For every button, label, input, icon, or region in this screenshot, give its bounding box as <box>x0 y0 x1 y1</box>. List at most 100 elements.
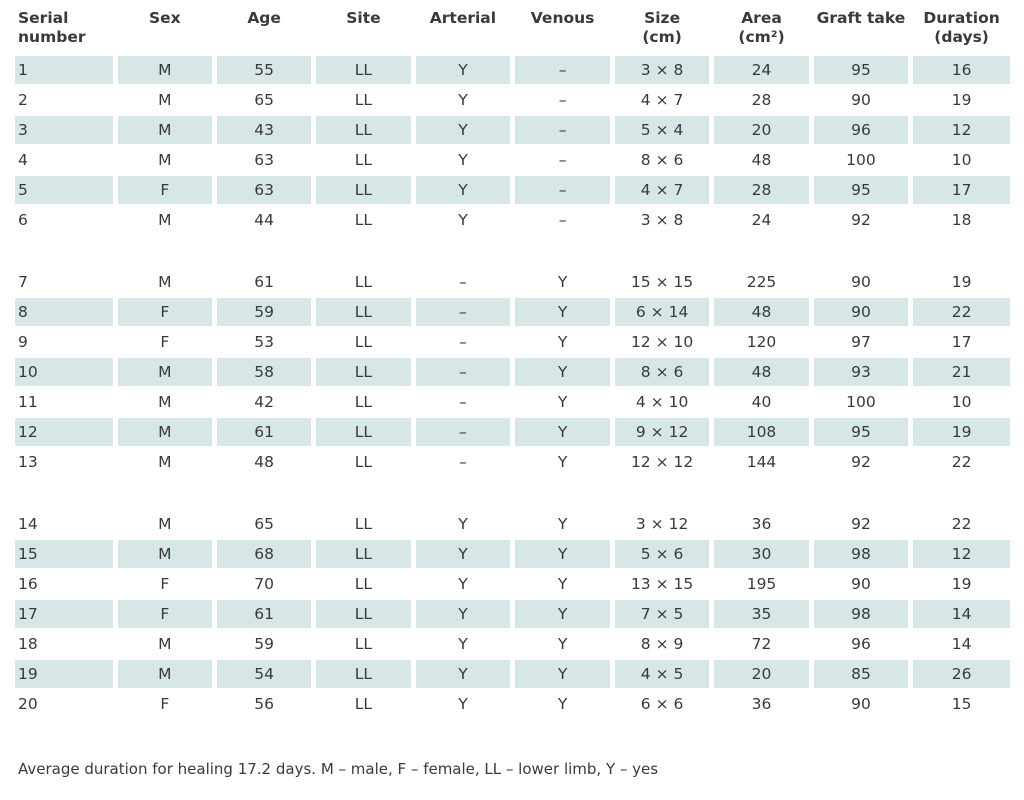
table-cell: – <box>515 175 610 205</box>
table-cell: 61 <box>254 273 274 291</box>
table-cell: F <box>117 297 212 327</box>
table-cell: Y <box>515 659 610 689</box>
table-cell: 9 <box>18 333 28 351</box>
table-cell: 40 <box>751 393 772 411</box>
table-cell: Y <box>515 539 610 569</box>
table-cell: 195 <box>746 575 777 593</box>
table-row: 11 M 42 LL – Y 4 × 10 40 100 10 <box>15 387 1010 417</box>
table-cell: LL <box>354 453 373 471</box>
table-cell: – <box>558 151 567 169</box>
table-cell: 6 × 14 <box>614 297 710 327</box>
table-cell: Y <box>415 175 511 205</box>
table-cell: Y <box>415 55 511 85</box>
table-cell: LL <box>316 659 411 689</box>
table-cell: Y <box>415 115 511 145</box>
table-cell: 95 <box>813 417 909 447</box>
table-cell: 9 × 12 <box>614 417 710 447</box>
table-cell: 1 <box>15 55 113 85</box>
table-cell: 42 <box>254 393 274 411</box>
column-header: Serial number <box>18 9 86 46</box>
table-cell: 44 <box>254 211 274 229</box>
column-header: Sex <box>148 9 181 27</box>
table-cell: LL <box>316 417 411 447</box>
table-cell: Y <box>458 151 468 169</box>
data-table: Serial number Sex Age Site Arterial Venous Siz… <box>15 9 1015 719</box>
table-cell: 14 <box>18 515 38 533</box>
table-cell: 24 <box>714 55 809 85</box>
table-cell: 90 <box>851 273 871 291</box>
table-cell: 63 <box>216 175 312 205</box>
column-header: Venous <box>530 9 595 27</box>
table-cell: LL <box>316 175 411 205</box>
table-cell: 8 <box>15 297 113 327</box>
table-cell: Y <box>515 297 610 327</box>
table-cell: 17 <box>15 599 113 629</box>
table-cell: LL <box>316 599 411 629</box>
table-row: 14 M 65 LL Y Y 3 × 12 36 92 22 <box>15 509 1010 539</box>
table-cell: LL <box>354 515 373 533</box>
table-cell: F <box>117 599 212 629</box>
table-cell: Y <box>415 539 511 569</box>
table-row: 9 F 53 LL – Y 12 × 10 120 97 17 <box>15 327 1010 357</box>
table-cell: F <box>160 695 170 713</box>
table-cell: 10 <box>951 393 972 411</box>
table-cell: 5 × 4 <box>614 115 710 145</box>
table-cell: LL <box>354 333 373 351</box>
table-cell: – <box>415 297 511 327</box>
table-cell: – <box>515 55 610 85</box>
table-cell: 92 <box>851 515 871 533</box>
table-cell: LL <box>354 151 373 169</box>
table-cell: 14 <box>951 635 972 653</box>
table-cell: 53 <box>254 333 274 351</box>
table-cell: 120 <box>746 333 777 351</box>
table-cell: Y <box>557 453 568 471</box>
table-cell: 19 <box>913 417 1010 447</box>
table-cell: – <box>558 211 567 229</box>
table-cell: 85 <box>813 659 909 689</box>
table-cell: 16 <box>18 575 38 593</box>
table-cell: 28 <box>714 175 809 205</box>
table-cell: 96 <box>851 635 871 653</box>
table-cell: LL <box>354 575 373 593</box>
table-cell: 36 <box>751 695 772 713</box>
table-cell: LL <box>354 635 373 653</box>
table-cell: 19 <box>951 273 972 291</box>
table-cell: M <box>158 211 172 229</box>
table-cell: M <box>117 357 212 387</box>
table-cell: 98 <box>813 599 909 629</box>
table-row: 18 M 59 LL Y Y 8 × 9 72 96 14 <box>15 629 1010 659</box>
table-cell: Y <box>458 91 468 109</box>
table-cell: F <box>160 333 170 351</box>
table-cell: 225 <box>746 273 777 291</box>
table-cell: F <box>160 575 170 593</box>
table-cell: Y <box>458 695 468 713</box>
table-cell: 18 <box>951 211 972 229</box>
table-row: 2 M 65 LL Y – 4 × 7 28 90 19 <box>15 85 1010 115</box>
table-cell: M <box>158 635 172 653</box>
table-cell: LL <box>354 695 373 713</box>
table-cell: – <box>515 115 610 145</box>
column-header: Age <box>247 9 281 27</box>
column-header: Graft take <box>816 9 906 27</box>
table-cell: LL <box>316 55 411 85</box>
table-cell: Y <box>557 273 568 291</box>
table-cell: LL <box>354 91 373 109</box>
table-cell: 144 <box>746 453 777 471</box>
table-cell: 4 × 7 <box>640 91 684 109</box>
table-cell: 63 <box>254 151 274 169</box>
table-row: 12 M 61 LL – Y 9 × 12 108 95 19 <box>15 417 1010 447</box>
table-cell: 55 <box>216 55 312 85</box>
table-row: 6 M 44 LL Y – 3 × 8 24 92 18 <box>15 205 1010 235</box>
table-cell: 19 <box>951 91 972 109</box>
table-row: 8 F 59 LL – Y 6 × 14 48 90 22 <box>15 297 1010 327</box>
table-cell: 18 <box>18 635 38 653</box>
table-row: 19 M 54 LL Y Y 4 × 5 20 85 26 <box>15 659 1010 689</box>
table-row: 20 F 56 LL Y Y 6 × 6 36 90 15 <box>15 689 1010 719</box>
table-cell: M <box>158 273 172 291</box>
table-row: 7 M 61 LL – Y 15 × 15 225 90 19 <box>15 267 1010 297</box>
table-cell: 5 <box>15 175 113 205</box>
table-cell: 26 <box>913 659 1010 689</box>
table-cell: 65 <box>254 91 274 109</box>
table-cell: LL <box>316 357 411 387</box>
table-cell: 2 <box>18 91 28 109</box>
